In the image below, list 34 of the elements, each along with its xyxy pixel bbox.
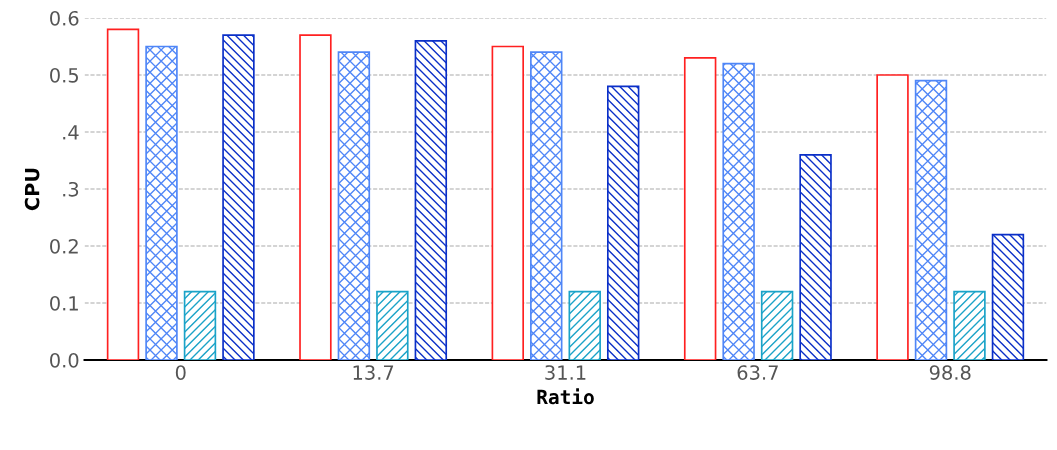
bar	[876, 74, 909, 360]
y-tick-label: 0.5	[50, 67, 78, 83]
bar	[183, 290, 217, 360]
bar	[760, 290, 794, 360]
y-axis-title: CPU	[24, 168, 40, 211]
bar	[722, 62, 755, 360]
y-tick-label: 0.0	[50, 352, 79, 368]
bar	[145, 45, 178, 360]
y-tick-label: .4	[63, 125, 79, 140]
y-tick-label: 0.6	[50, 10, 79, 26]
y-tick-label: 0.1	[50, 295, 78, 311]
y-tick-label: .3	[63, 181, 79, 197]
bar	[606, 85, 640, 360]
bar	[106, 28, 140, 360]
x-tick-label: 63.7	[737, 365, 778, 380]
y-tick-label: 0.2	[50, 238, 78, 254]
x-tick-label: 98.8	[929, 365, 971, 380]
x-tick-label: 31.1	[545, 365, 586, 380]
bar	[530, 51, 563, 360]
x-tick-label: 13.7	[353, 365, 394, 380]
x-axis-title: Ratio	[537, 388, 594, 405]
bar	[799, 153, 832, 360]
bar	[222, 34, 255, 360]
bar	[914, 79, 948, 360]
bar	[376, 290, 409, 360]
bar	[991, 233, 1025, 360]
x-tick-label: 0	[175, 365, 186, 380]
bar	[568, 290, 601, 360]
bar	[491, 45, 525, 360]
bar	[683, 57, 717, 360]
bar	[953, 290, 986, 360]
bar	[414, 39, 448, 360]
bar	[299, 34, 332, 360]
bar	[337, 51, 371, 360]
